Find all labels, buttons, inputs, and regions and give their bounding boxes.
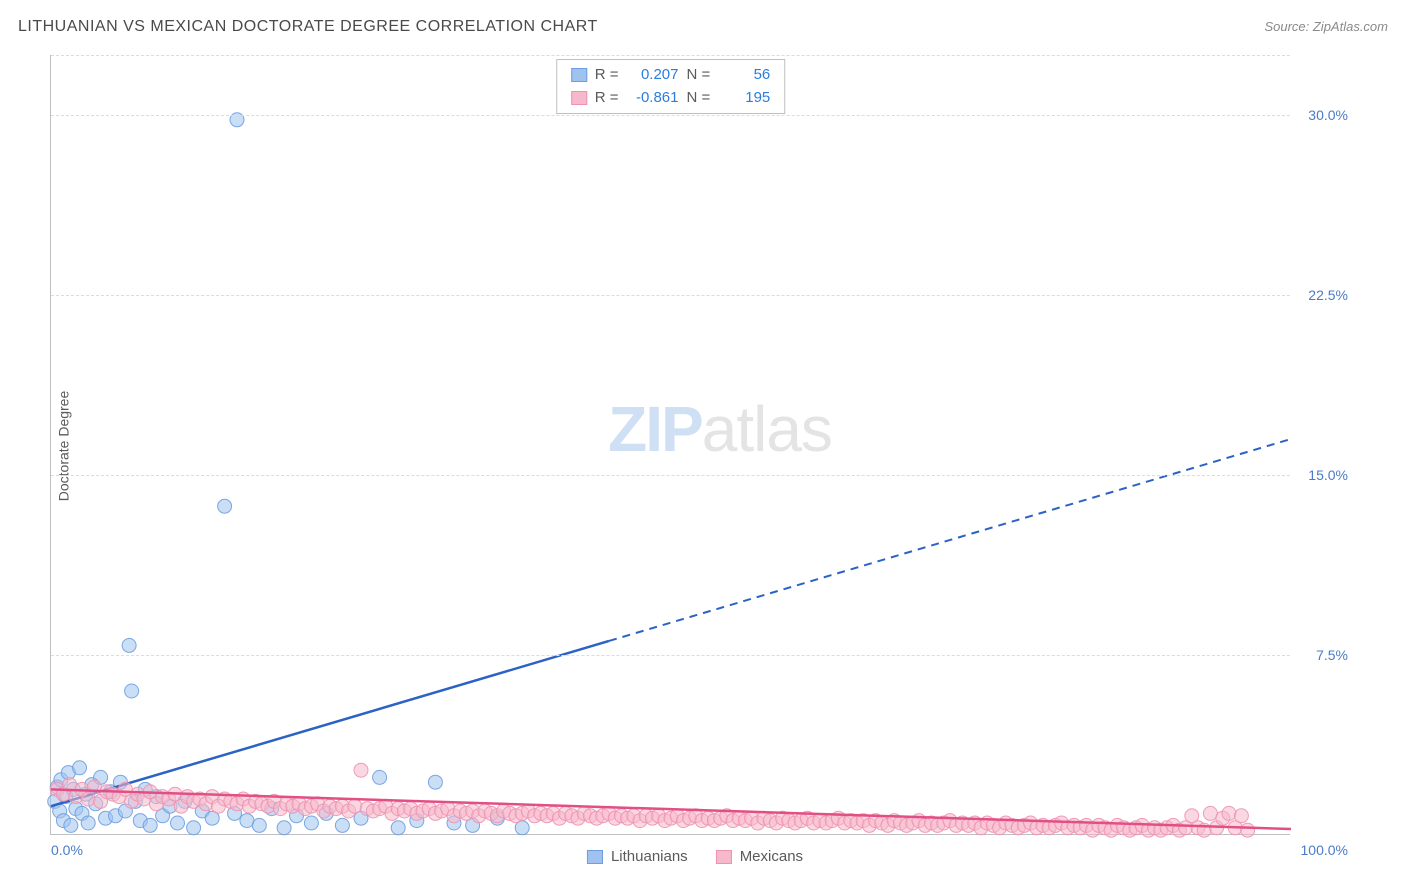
scatter-point xyxy=(73,761,87,775)
y-tick-label: 22.5% xyxy=(1298,287,1348,303)
swatch-lithuanians xyxy=(571,68,587,82)
legend-label-lithuanians: Lithuanians xyxy=(611,848,688,865)
scatter-point xyxy=(81,816,95,830)
bottom-legend: Lithuanians Mexicans xyxy=(587,848,803,865)
chart-container: ZIPatlas R = 0.207 N = 56 R = -0.861 N =… xyxy=(50,55,1340,835)
trend-line-solid xyxy=(51,641,609,806)
source-attribution: Source: ZipAtlas.com xyxy=(1264,19,1388,34)
scatter-point xyxy=(122,638,136,652)
gridline xyxy=(51,115,1290,116)
scatter-point xyxy=(348,799,362,813)
scatter-point xyxy=(277,821,291,835)
scatter-point xyxy=(1234,809,1248,823)
scatter-point xyxy=(64,818,78,832)
correlation-stats-box: R = 0.207 N = 56 R = -0.861 N = 195 xyxy=(556,59,786,114)
scatter-point xyxy=(428,775,442,789)
plot-area: ZIPatlas R = 0.207 N = 56 R = -0.861 N =… xyxy=(50,55,1290,835)
scatter-point xyxy=(170,816,184,830)
chart-title: LITHUANIAN VS MEXICAN DOCTORATE DEGREE C… xyxy=(18,18,598,36)
legend-item-lithuanians: Lithuanians xyxy=(587,848,688,865)
scatter-point xyxy=(1241,823,1255,837)
gridline xyxy=(51,55,1290,56)
y-tick-label: 30.0% xyxy=(1298,107,1348,123)
legend-swatch-mexicans xyxy=(716,850,732,864)
scatter-point xyxy=(354,763,368,777)
x-tick-label: 100.0% xyxy=(1301,842,1348,858)
scatter-point xyxy=(391,821,405,835)
trend-line-dashed xyxy=(609,439,1291,641)
scatter-point xyxy=(373,770,387,784)
n-label: N = xyxy=(687,87,711,110)
r-label: R = xyxy=(595,87,619,110)
gridline xyxy=(51,655,1290,656)
swatch-mexicans xyxy=(571,91,587,105)
scatter-point xyxy=(335,818,349,832)
legend-swatch-lithuanians xyxy=(587,850,603,864)
scatter-point xyxy=(304,816,318,830)
r-value-mexicans: -0.861 xyxy=(627,87,679,110)
scatter-point xyxy=(218,499,232,513)
stats-row-mexicans: R = -0.861 N = 195 xyxy=(571,87,771,110)
n-value-lithuanians: 56 xyxy=(718,64,770,87)
stats-row-lithuanians: R = 0.207 N = 56 xyxy=(571,64,771,87)
n-label: N = xyxy=(687,64,711,87)
r-value-lithuanians: 0.207 xyxy=(627,64,679,87)
scatter-point xyxy=(1203,806,1217,820)
source-prefix: Source: xyxy=(1264,19,1312,34)
scatter-point xyxy=(252,818,266,832)
scatter-point xyxy=(240,814,254,828)
n-value-mexicans: 195 xyxy=(718,87,770,110)
scatter-plot-svg xyxy=(51,55,1291,835)
r-label: R = xyxy=(595,64,619,87)
legend-label-mexicans: Mexicans xyxy=(740,848,803,865)
gridline xyxy=(51,475,1290,476)
scatter-point xyxy=(1222,806,1236,820)
header: LITHUANIAN VS MEXICAN DOCTORATE DEGREE C… xyxy=(18,18,1388,36)
x-tick-label: 0.0% xyxy=(51,842,83,858)
scatter-point xyxy=(187,821,201,835)
y-tick-label: 7.5% xyxy=(1298,647,1348,663)
legend-item-mexicans: Mexicans xyxy=(716,848,803,865)
gridline xyxy=(51,295,1290,296)
scatter-point xyxy=(125,684,139,698)
source-name: ZipAtlas.com xyxy=(1313,19,1388,34)
y-tick-label: 15.0% xyxy=(1298,467,1348,483)
scatter-point xyxy=(143,818,157,832)
